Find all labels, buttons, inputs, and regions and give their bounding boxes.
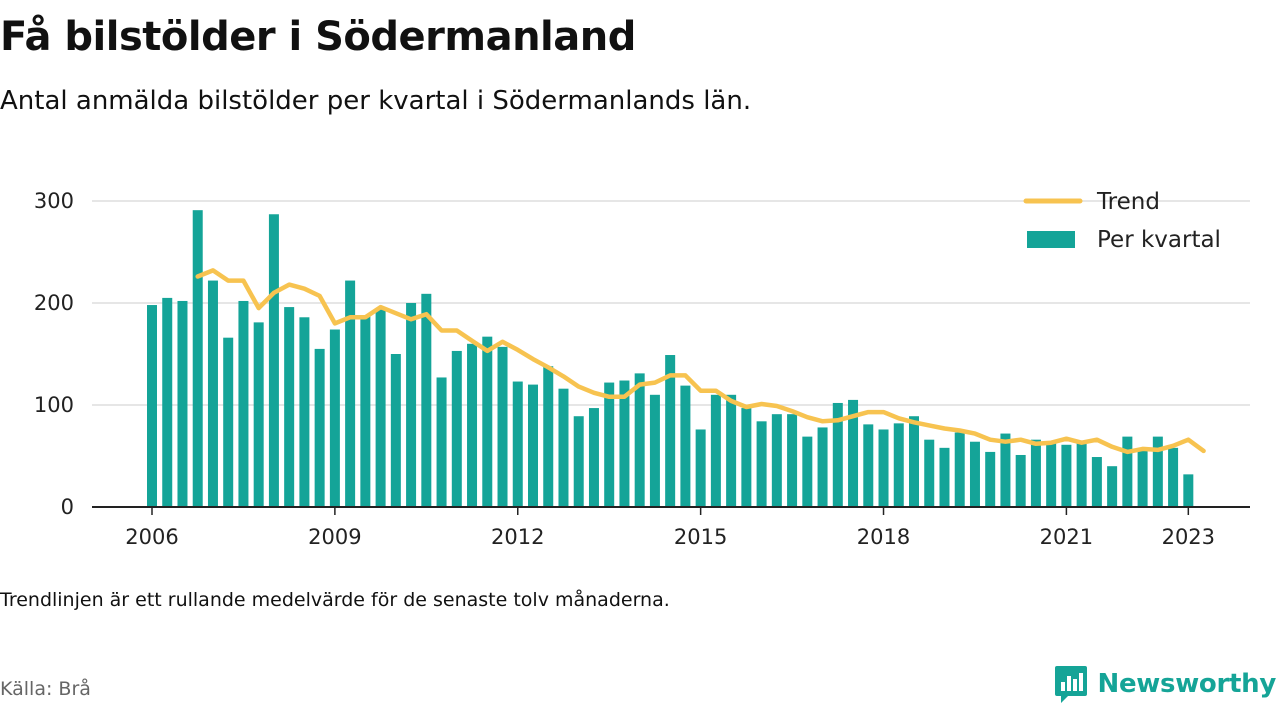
bar xyxy=(177,300,188,507)
bar xyxy=(1107,466,1118,507)
bar xyxy=(497,346,508,507)
bar xyxy=(451,350,462,507)
bar xyxy=(253,322,264,507)
bar-series xyxy=(147,210,1194,507)
bar xyxy=(1137,450,1148,507)
bar xyxy=(817,427,828,507)
bar xyxy=(1183,474,1194,507)
bar xyxy=(543,366,554,507)
bar xyxy=(710,394,721,507)
x-tick-label: 2021 xyxy=(1040,525,1093,549)
bar xyxy=(1015,454,1026,507)
bar xyxy=(878,429,889,507)
chart-title: Få bilstölder i Södermanland xyxy=(0,14,636,60)
trend-series xyxy=(195,268,1206,455)
bar xyxy=(284,307,295,507)
bar xyxy=(954,432,965,507)
bar xyxy=(421,293,432,507)
bar xyxy=(665,355,676,507)
bar xyxy=(238,300,249,507)
bar xyxy=(909,416,919,507)
source-credit: Källa: Brå xyxy=(0,678,91,700)
bar xyxy=(741,408,752,507)
bar xyxy=(329,329,340,507)
bar xyxy=(314,348,325,507)
bar xyxy=(162,297,173,507)
bar xyxy=(467,343,478,507)
bar xyxy=(634,373,645,507)
bar xyxy=(695,429,706,507)
x-tick-label: 2012 xyxy=(491,525,544,549)
bar xyxy=(512,381,523,507)
bar xyxy=(482,336,493,507)
bar xyxy=(863,424,874,507)
chart-note: Trendlinjen är ett rullande medelvärde f… xyxy=(0,589,670,611)
y-tick-label: 0 xyxy=(61,495,74,519)
bar xyxy=(771,414,782,507)
legend-label-trend: Trend xyxy=(1096,189,1160,215)
newsworthy-logo-icon xyxy=(1054,666,1087,703)
bar xyxy=(345,280,356,507)
bar xyxy=(924,439,935,507)
bar xyxy=(528,384,538,507)
bar xyxy=(406,303,417,507)
bar xyxy=(649,394,660,507)
y-tick-label: 300 xyxy=(34,189,74,213)
bar xyxy=(299,317,310,507)
bar xyxy=(223,337,234,507)
bar xyxy=(1168,447,1179,507)
bar xyxy=(985,451,996,507)
bar xyxy=(726,394,737,507)
bar xyxy=(756,421,767,507)
brand-logo[interactable]: Newsworthy xyxy=(1054,664,1276,704)
legend-label-per-kvartal: Per kvartal xyxy=(1097,227,1221,253)
bar xyxy=(1030,439,1041,507)
bar xyxy=(1091,457,1102,507)
x-tick-label: 2015 xyxy=(674,525,727,549)
bar xyxy=(1046,441,1057,507)
bar xyxy=(1122,436,1133,507)
bar xyxy=(268,214,279,507)
bar xyxy=(207,280,218,507)
bar xyxy=(588,408,599,507)
bar xyxy=(1061,444,1072,507)
brand-name: Newsworthy xyxy=(1097,669,1277,699)
bar xyxy=(1000,433,1011,507)
chart-legend: Trend Per kvartal xyxy=(1023,189,1221,253)
bar xyxy=(192,210,203,507)
bar xyxy=(619,380,630,507)
chart-subtitle: Antal anmälda bilstölder per kvartal i S… xyxy=(0,86,752,116)
bar xyxy=(360,315,371,507)
bar xyxy=(832,402,843,507)
x-tick-label: 2009 xyxy=(308,525,361,549)
bar xyxy=(436,377,447,507)
bar xyxy=(787,414,798,507)
bar xyxy=(802,436,813,507)
bar xyxy=(1076,441,1087,507)
bar xyxy=(969,441,980,507)
y-tick-label: 100 xyxy=(34,393,74,417)
x-tick-label: 2006 xyxy=(125,525,178,549)
legend-swatch-per-kvartal xyxy=(1027,231,1075,248)
bar xyxy=(1152,436,1163,507)
bar xyxy=(390,354,401,507)
bar xyxy=(848,399,859,507)
y-tick-label: 200 xyxy=(34,291,74,315)
bar xyxy=(558,388,569,507)
bar xyxy=(573,416,584,507)
trend-line xyxy=(195,268,1206,455)
bar xyxy=(680,385,691,507)
bar xyxy=(893,423,904,507)
bar xyxy=(604,382,615,507)
bar xyxy=(147,305,157,507)
bar xyxy=(375,309,386,507)
x-tick-label: 2018 xyxy=(857,525,910,549)
bar xyxy=(939,447,950,507)
axes: 2006 2009 2012 2015 2018 2021 2023 xyxy=(92,506,1250,549)
x-tick-label: 2023 xyxy=(1162,525,1215,549)
